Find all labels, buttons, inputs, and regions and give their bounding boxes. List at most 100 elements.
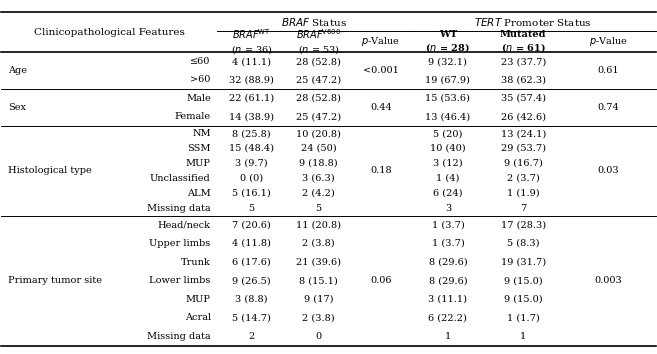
Text: 1: 1 (520, 332, 526, 341)
Text: 19 (67.9): 19 (67.9) (426, 75, 470, 85)
Text: 15 (48.4): 15 (48.4) (229, 144, 274, 153)
Text: <0.001: <0.001 (363, 66, 399, 75)
Text: Missing data: Missing data (147, 332, 211, 341)
Text: 3 (8.8): 3 (8.8) (235, 295, 268, 304)
Text: 1 (4): 1 (4) (436, 174, 460, 183)
Text: 3 (12): 3 (12) (433, 159, 463, 168)
Text: 21 (39.6): 21 (39.6) (296, 258, 341, 267)
Text: Lower limbs: Lower limbs (149, 276, 211, 285)
Text: 15 (53.6): 15 (53.6) (426, 94, 470, 103)
Text: $p$-Value: $p$-Value (589, 35, 627, 48)
Text: Unclassified: Unclassified (150, 174, 211, 183)
Text: 26 (42.6): 26 (42.6) (501, 112, 545, 121)
Text: 2: 2 (248, 332, 255, 341)
Text: 1: 1 (445, 332, 451, 341)
Text: Primary tumor site: Primary tumor site (8, 276, 102, 285)
Text: 5 (20): 5 (20) (433, 129, 463, 138)
Text: 17 (28.3): 17 (28.3) (501, 221, 546, 229)
Text: Age: Age (8, 66, 27, 75)
Text: Head/neck: Head/neck (158, 221, 211, 229)
Text: 11 (20.8): 11 (20.8) (296, 221, 341, 229)
Text: 9 (32.1): 9 (32.1) (428, 57, 467, 66)
Text: ALM: ALM (187, 189, 211, 198)
Text: 2 (3.8): 2 (3.8) (302, 239, 335, 248)
Text: 7: 7 (520, 204, 526, 213)
Text: WT
($n$ = 28): WT ($n$ = 28) (426, 30, 470, 54)
Text: 2 (3.8): 2 (3.8) (302, 313, 335, 322)
Text: 0 (0): 0 (0) (240, 174, 263, 183)
Text: $\it{BRAF}$ Status: $\it{BRAF}$ Status (281, 16, 347, 28)
Text: 1 (3.7): 1 (3.7) (432, 221, 464, 229)
Text: 5 (16.1): 5 (16.1) (233, 189, 271, 198)
Text: 3 (11.1): 3 (11.1) (428, 295, 467, 304)
Text: 0.003: 0.003 (595, 276, 622, 285)
Text: 3: 3 (445, 204, 451, 213)
Text: 0.18: 0.18 (370, 166, 392, 175)
Text: 8 (25.8): 8 (25.8) (233, 129, 271, 138)
Text: 35 (57.4): 35 (57.4) (501, 94, 545, 103)
Text: Mutated
($n$ = 61): Mutated ($n$ = 61) (500, 30, 547, 54)
Text: 32 (88.9): 32 (88.9) (229, 75, 274, 85)
Text: 25 (47.2): 25 (47.2) (296, 75, 341, 85)
Text: 9 (18.8): 9 (18.8) (300, 159, 338, 168)
Text: 6 (22.2): 6 (22.2) (428, 313, 467, 322)
Text: 8 (29.6): 8 (29.6) (428, 258, 467, 267)
Text: 4 (11.8): 4 (11.8) (232, 239, 271, 248)
Text: Female: Female (175, 112, 211, 121)
Text: 5 (14.7): 5 (14.7) (232, 313, 271, 322)
Text: 8 (29.6): 8 (29.6) (428, 276, 467, 285)
Text: ≤60: ≤60 (191, 57, 211, 66)
Text: 4 (11.1): 4 (11.1) (232, 57, 271, 66)
Text: 14 (38.9): 14 (38.9) (229, 112, 274, 121)
Text: Sex: Sex (8, 103, 26, 112)
Text: 1 (1.7): 1 (1.7) (507, 313, 539, 322)
Text: 22 (61.1): 22 (61.1) (229, 94, 274, 103)
Text: 3 (6.3): 3 (6.3) (302, 174, 335, 183)
Text: 9 (15.0): 9 (15.0) (504, 276, 543, 285)
Text: $\it{TERT}$ Promoter Status: $\it{TERT}$ Promoter Status (474, 16, 592, 28)
Text: 13 (24.1): 13 (24.1) (501, 129, 546, 138)
Text: 13 (46.4): 13 (46.4) (425, 112, 470, 121)
Text: 0.06: 0.06 (370, 276, 392, 285)
Text: 9 (15.0): 9 (15.0) (504, 295, 543, 304)
Text: 1 (3.7): 1 (3.7) (432, 239, 464, 248)
Text: 9 (26.5): 9 (26.5) (233, 276, 271, 285)
Text: 10 (40): 10 (40) (430, 144, 466, 153)
Text: 0.03: 0.03 (597, 166, 619, 175)
Text: 10 (20.8): 10 (20.8) (296, 129, 341, 138)
Text: 1 (1.9): 1 (1.9) (507, 189, 539, 198)
Text: 6 (24): 6 (24) (433, 189, 463, 198)
Text: 9 (16.7): 9 (16.7) (504, 159, 543, 168)
Text: 5: 5 (315, 204, 322, 213)
Text: NM: NM (192, 129, 211, 138)
Text: $p$-Value: $p$-Value (361, 35, 400, 48)
Text: 5 (8.3): 5 (8.3) (507, 239, 539, 248)
Text: MUP: MUP (186, 159, 211, 168)
Text: >60: >60 (191, 75, 211, 85)
Text: Trunk: Trunk (181, 258, 211, 267)
Text: 3 (9.7): 3 (9.7) (235, 159, 268, 168)
Text: $\it{BRAF}$$^{\mathrm{V600}}$
($n$ = 53): $\it{BRAF}$$^{\mathrm{V600}}$ ($n$ = 53) (296, 28, 341, 56)
Text: 19 (31.7): 19 (31.7) (501, 258, 546, 267)
Text: 0.44: 0.44 (370, 103, 392, 112)
Text: 5: 5 (248, 204, 255, 213)
Text: 0: 0 (315, 332, 322, 341)
Text: 7 (20.6): 7 (20.6) (233, 221, 271, 229)
Text: 2 (3.7): 2 (3.7) (507, 174, 539, 183)
Text: 6 (17.6): 6 (17.6) (233, 258, 271, 267)
Text: Acral: Acral (185, 313, 211, 322)
Text: 25 (47.2): 25 (47.2) (296, 112, 341, 121)
Text: 23 (37.7): 23 (37.7) (501, 57, 546, 66)
Text: Histological type: Histological type (8, 166, 92, 175)
Text: 8 (15.1): 8 (15.1) (300, 276, 338, 285)
Text: 0.61: 0.61 (597, 66, 619, 75)
Text: Male: Male (186, 94, 211, 103)
Text: 0.74: 0.74 (597, 103, 619, 112)
Text: $\it{BRAF}$$^{\mathrm{WT}}$
($n$ = 36): $\it{BRAF}$$^{\mathrm{WT}}$ ($n$ = 36) (231, 28, 273, 56)
Text: 24 (50): 24 (50) (301, 144, 336, 153)
Text: Missing data: Missing data (147, 204, 211, 213)
Text: 2 (4.2): 2 (4.2) (302, 189, 335, 198)
Text: Clinicopathological Features: Clinicopathological Features (34, 28, 185, 36)
Text: 28 (52.8): 28 (52.8) (296, 94, 341, 103)
Text: SSM: SSM (187, 144, 211, 153)
